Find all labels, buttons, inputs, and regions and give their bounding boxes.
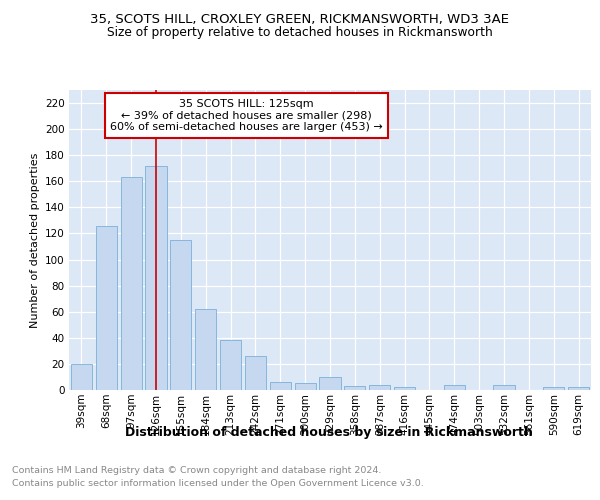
Bar (121, 178, 142, 390)
Text: Contains public sector information licensed under the Open Government Licence v3: Contains public sector information licen… (12, 479, 424, 488)
Bar (195, 309, 216, 390)
Bar (493, 385, 515, 390)
Bar (568, 388, 589, 390)
Bar (344, 386, 365, 390)
Text: Distribution of detached houses by size in Rickmansworth: Distribution of detached houses by size … (125, 426, 533, 439)
Bar (295, 384, 316, 390)
Y-axis label: Number of detached properties: Number of detached properties (29, 152, 40, 328)
Bar (96, 226, 117, 390)
Bar (394, 388, 415, 390)
Text: Size of property relative to detached houses in Rickmansworth: Size of property relative to detached ho… (107, 26, 493, 39)
Bar (319, 377, 341, 390)
Bar (71, 364, 92, 390)
Bar (170, 240, 191, 390)
Bar (444, 385, 465, 390)
Bar (369, 385, 390, 390)
Bar (543, 388, 564, 390)
Bar (145, 166, 167, 390)
Bar (245, 356, 266, 390)
Bar (220, 340, 241, 390)
Text: 35 SCOTS HILL: 125sqm
← 39% of detached houses are smaller (298)
60% of semi-det: 35 SCOTS HILL: 125sqm ← 39% of detached … (110, 99, 383, 132)
Bar (270, 382, 291, 390)
Text: Contains HM Land Registry data © Crown copyright and database right 2024.: Contains HM Land Registry data © Crown c… (12, 466, 382, 475)
Text: 35, SCOTS HILL, CROXLEY GREEN, RICKMANSWORTH, WD3 3AE: 35, SCOTS HILL, CROXLEY GREEN, RICKMANSW… (91, 12, 509, 26)
